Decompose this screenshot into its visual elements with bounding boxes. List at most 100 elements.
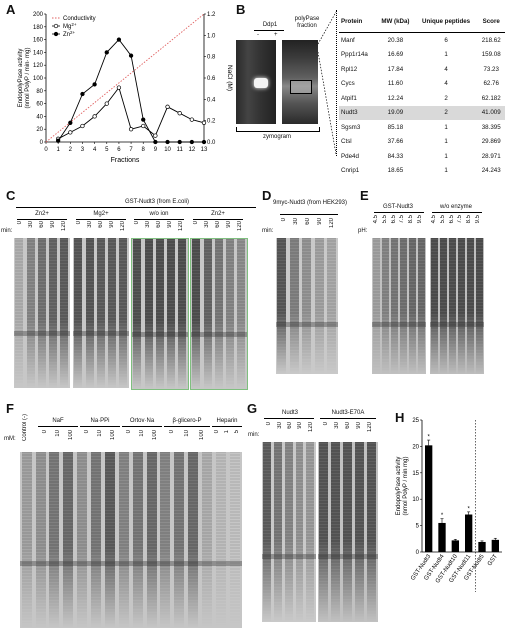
table-cell: Cnrip1	[341, 167, 360, 175]
panel-c-min-label: min:	[1, 228, 13, 234]
table-cell: 84.33	[387, 152, 404, 160]
zymogram-label: zymogram	[262, 134, 291, 140]
gel-lane	[409, 238, 416, 374]
lane-label: 10	[139, 430, 145, 437]
tick-label: 25	[412, 418, 419, 424]
gel-lane	[355, 442, 365, 622]
ddp1-minus: -	[257, 32, 259, 38]
gel-lane	[63, 452, 74, 628]
bar	[425, 445, 433, 552]
data-point	[92, 114, 97, 119]
polypase-zymogram-gel	[282, 40, 318, 124]
panel-c-group-label: Zn2+	[35, 211, 49, 217]
panel-c-group-label: Zn2+	[211, 211, 225, 217]
lane-label: 100	[68, 430, 75, 441]
data-point	[189, 139, 194, 145]
gel-lane	[166, 239, 175, 389]
panel-g-gel-e70a	[318, 442, 378, 622]
table-cell: 4	[444, 65, 448, 73]
data-point	[141, 117, 146, 122]
lane-label: 120	[237, 221, 244, 232]
lane-label: 60	[156, 221, 162, 228]
panel-label-c: C	[6, 188, 16, 203]
lane-label: 120	[178, 221, 185, 232]
col-peptides: Unique peptides	[414, 10, 478, 33]
col-protein: Protein	[339, 10, 377, 33]
table-cell: Sgsm3	[341, 123, 361, 131]
data-point	[165, 104, 170, 109]
tick-label: 4	[93, 147, 97, 153]
data-point	[177, 139, 182, 145]
gel-lane	[295, 442, 304, 622]
tick-label: 100	[33, 76, 44, 82]
legend-marker	[53, 23, 59, 29]
significance-star: *	[441, 513, 444, 519]
lane-label: 0	[16, 221, 23, 225]
gel-lane	[449, 238, 456, 374]
tick-label: 7	[129, 147, 133, 153]
legend-marker	[53, 31, 59, 37]
gel-band	[14, 331, 70, 336]
lane-label: 5.5	[382, 215, 388, 224]
lane-label: 100	[199, 430, 206, 441]
table-cell: 12.24	[387, 94, 404, 102]
data-point	[116, 37, 122, 42]
lane-label: 90	[167, 221, 174, 228]
gel-lane	[289, 238, 299, 374]
table-cell: Pde4d	[341, 152, 359, 160]
panel-c-group-line	[193, 219, 243, 220]
lane-label: 0	[83, 430, 90, 434]
tick-label: 20	[36, 127, 43, 133]
tick-label: 0.6	[207, 76, 216, 82]
y-axis-label-right: NaCl (M)	[226, 65, 233, 91]
panel-c-gel	[73, 238, 129, 388]
lane-label: 90	[297, 422, 304, 429]
gel-lane	[21, 452, 32, 628]
data-point	[104, 50, 109, 55]
lane-label: 0	[168, 430, 175, 434]
panel-f-group-line	[80, 426, 120, 427]
gel-lane	[146, 452, 157, 628]
lane-label: 60	[287, 422, 293, 429]
lane-label: 120	[120, 221, 127, 232]
table-cell: 28.971	[481, 152, 501, 160]
gel-lane	[178, 239, 187, 389]
gel-lane	[192, 239, 201, 389]
table-cell: 4	[444, 80, 448, 88]
panel-c-group-line	[17, 219, 67, 220]
panel-d-title-line	[280, 214, 338, 215]
data-point	[201, 139, 207, 145]
tick-label: 0	[416, 550, 420, 556]
panel-f-group-line	[212, 426, 242, 427]
tick-label: 0	[40, 140, 44, 146]
table-cell: 20.38	[387, 36, 404, 44]
table-cell: Cycs	[341, 80, 355, 88]
panel-e-ph-label: pH:	[358, 228, 368, 234]
table-cell: Ppp1r14a	[341, 51, 368, 59]
y-axis-label: EndopolyPase activity(nmol PolyP / min m…	[396, 457, 409, 516]
data-point	[104, 101, 109, 106]
col-score: Score	[477, 10, 505, 33]
gel-lane	[107, 238, 116, 388]
panel-f-group-label: Na·PPi	[90, 418, 110, 424]
tick-label: 0.8	[207, 55, 216, 61]
table-cell: 17.84	[387, 65, 404, 73]
lane-label: 100	[152, 430, 159, 441]
lane-label: 4.5	[373, 215, 380, 224]
panel-g-group-1: Nudt3	[281, 410, 298, 416]
panel-f-group-label: Heparin	[216, 418, 238, 424]
lane-label: 0	[41, 430, 48, 434]
gel-band	[132, 332, 188, 337]
bar	[491, 539, 499, 552]
panel-label-h: H	[395, 410, 405, 425]
gel-lane	[160, 452, 171, 628]
gel-lane	[319, 442, 329, 622]
gel-lane	[49, 452, 60, 628]
tick-label: 180	[33, 25, 44, 31]
gel-lane	[327, 238, 336, 374]
lane-label: 0	[266, 422, 273, 426]
panel-e-group-1: GST-Nudt3	[382, 204, 413, 210]
lane-label: 120	[367, 422, 374, 433]
lane-label: 60	[39, 221, 45, 228]
lane-label: 8.5	[408, 215, 414, 224]
